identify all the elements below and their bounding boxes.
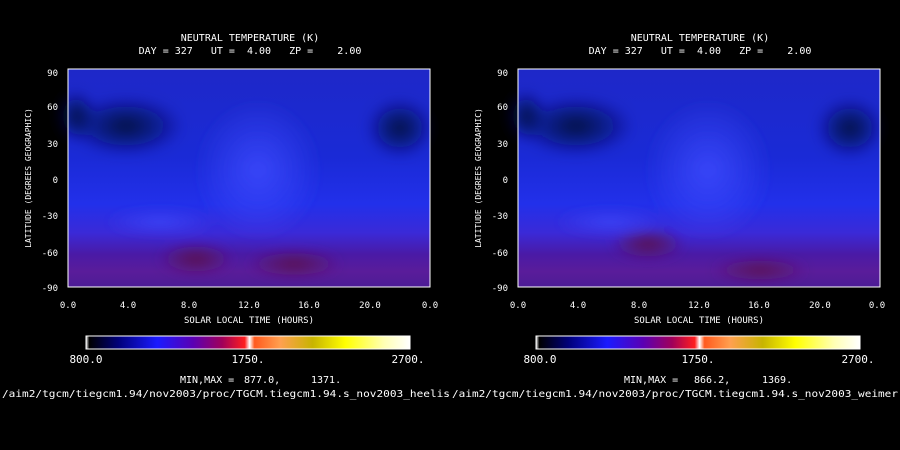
x-tick-label: 4.0 [570,301,586,311]
y-tick-label: 60 [497,103,508,113]
y-tick-label: 90 [47,69,58,79]
heatmap-field [506,68,884,288]
x-tick-label: 0.0 [60,301,76,311]
plot-title: NEUTRAL TEMPERATURE (K) [631,33,769,44]
x-tick-label: 0.0 [510,301,526,311]
y-axis: 90 60 30 0 -30 -60 -90 LATITUDE (DEGREES… [474,69,508,294]
plot-title: NEUTRAL TEMPERATURE (K) [181,33,319,44]
y-tick-label: 30 [497,140,508,150]
x-tick-label: 12.0 [238,301,260,311]
plot-subtitle: DAY = 327 UT = 4.00 ZP = 2.00 [139,46,362,57]
y-axis-label: LATITUDE (DEGREES GEOGRAPHIC) [24,108,33,248]
colorbar-mid-label: 1750. [681,353,714,366]
y-tick-label: -90 [42,284,58,294]
colorbar: 800.0 1750. 2700. [523,335,875,366]
warm-region [712,258,808,282]
x-tick-label: 16.0 [748,301,770,311]
y-tick-label: 0 [503,176,508,186]
y-tick-label: -30 [492,212,508,222]
heatmap-field [56,68,434,288]
colorbar: 800.0 1750. 2700. [69,335,425,366]
x-axis: 0.0 4.0 8.0 12.0 16.0 20.0 0.0 SOLAR LOC… [60,301,438,326]
x-tick-label: 0.0 [422,301,438,311]
y-tick-label: 90 [497,69,508,79]
warm-region [610,228,686,260]
max-value: 1369. [762,375,792,386]
colorbar-mid-label: 1750. [231,353,264,366]
x-tick-label: 4.0 [120,301,136,311]
x-tick-label: 20.0 [359,301,381,311]
minmax-label: MIN,MAX = [624,375,678,386]
x-tick-label: 8.0 [631,301,647,311]
colorbar-min-label: 800.0 [69,353,102,366]
max-value: 1371. [311,375,341,386]
x-axis: 0.0 4.0 8.0 12.0 16.0 20.0 0.0 SOLAR LOC… [510,301,885,326]
cold-region [68,96,184,156]
y-tick-label: -60 [492,249,508,259]
warm-region [246,250,342,278]
y-tick-label: -90 [492,284,508,294]
y-tick-label: 30 [47,140,58,150]
min-value: 877.0, [244,375,280,386]
panel-heelis: NEUTRAL TEMPERATURE (K) DAY = 327 UT = 4… [24,33,438,386]
x-tick-label: 12.0 [688,301,710,311]
warm-region [158,243,234,275]
x-tick-label: 0.0 [869,301,885,311]
x-tick-label: 20.0 [809,301,831,311]
y-axis-label: LATITUDE (DEGREES GEOGRAPHIC) [474,108,483,248]
x-axis-label: SOLAR LOCAL TIME (HOURS) [634,316,764,326]
x-axis-label: SOLAR LOCAL TIME (HOURS) [184,316,314,326]
colorbar-max-label: 2700. [841,353,874,366]
minmax-readout: MIN,MAX = 866.2, 1369. [624,375,792,386]
y-axis: 90 60 30 0 -30 -60 -90 LATITUDE (DEGREES… [24,69,58,294]
minmax-label: MIN,MAX = [180,375,234,386]
minmax-readout: MIN,MAX = 877.0, 1371. [180,375,341,386]
colorbar-min-label: 800.0 [523,353,556,366]
min-value: 866.2, [694,375,730,386]
source-path-left: /aim2/tgcm/tiegcm1.94/nov2003/proc/TGCM.… [2,389,450,400]
x-tick-label: 16.0 [298,301,320,311]
source-path-right: /aim2/tgcm/tiegcm1.94/nov2003/proc/TGCM.… [452,389,898,400]
cold-region [518,96,634,156]
y-tick-label: -60 [42,249,58,259]
plot-subtitle: DAY = 327 UT = 4.00 ZP = 2.00 [589,46,812,57]
y-tick-label: 60 [47,103,58,113]
x-tick-label: 8.0 [181,301,197,311]
panel-weimer: NEUTRAL TEMPERATURE (K) DAY = 327 UT = 4… [474,33,885,386]
y-tick-label: -30 [42,212,58,222]
y-tick-label: 0 [53,176,58,186]
colorbar-max-label: 2700. [391,353,424,366]
